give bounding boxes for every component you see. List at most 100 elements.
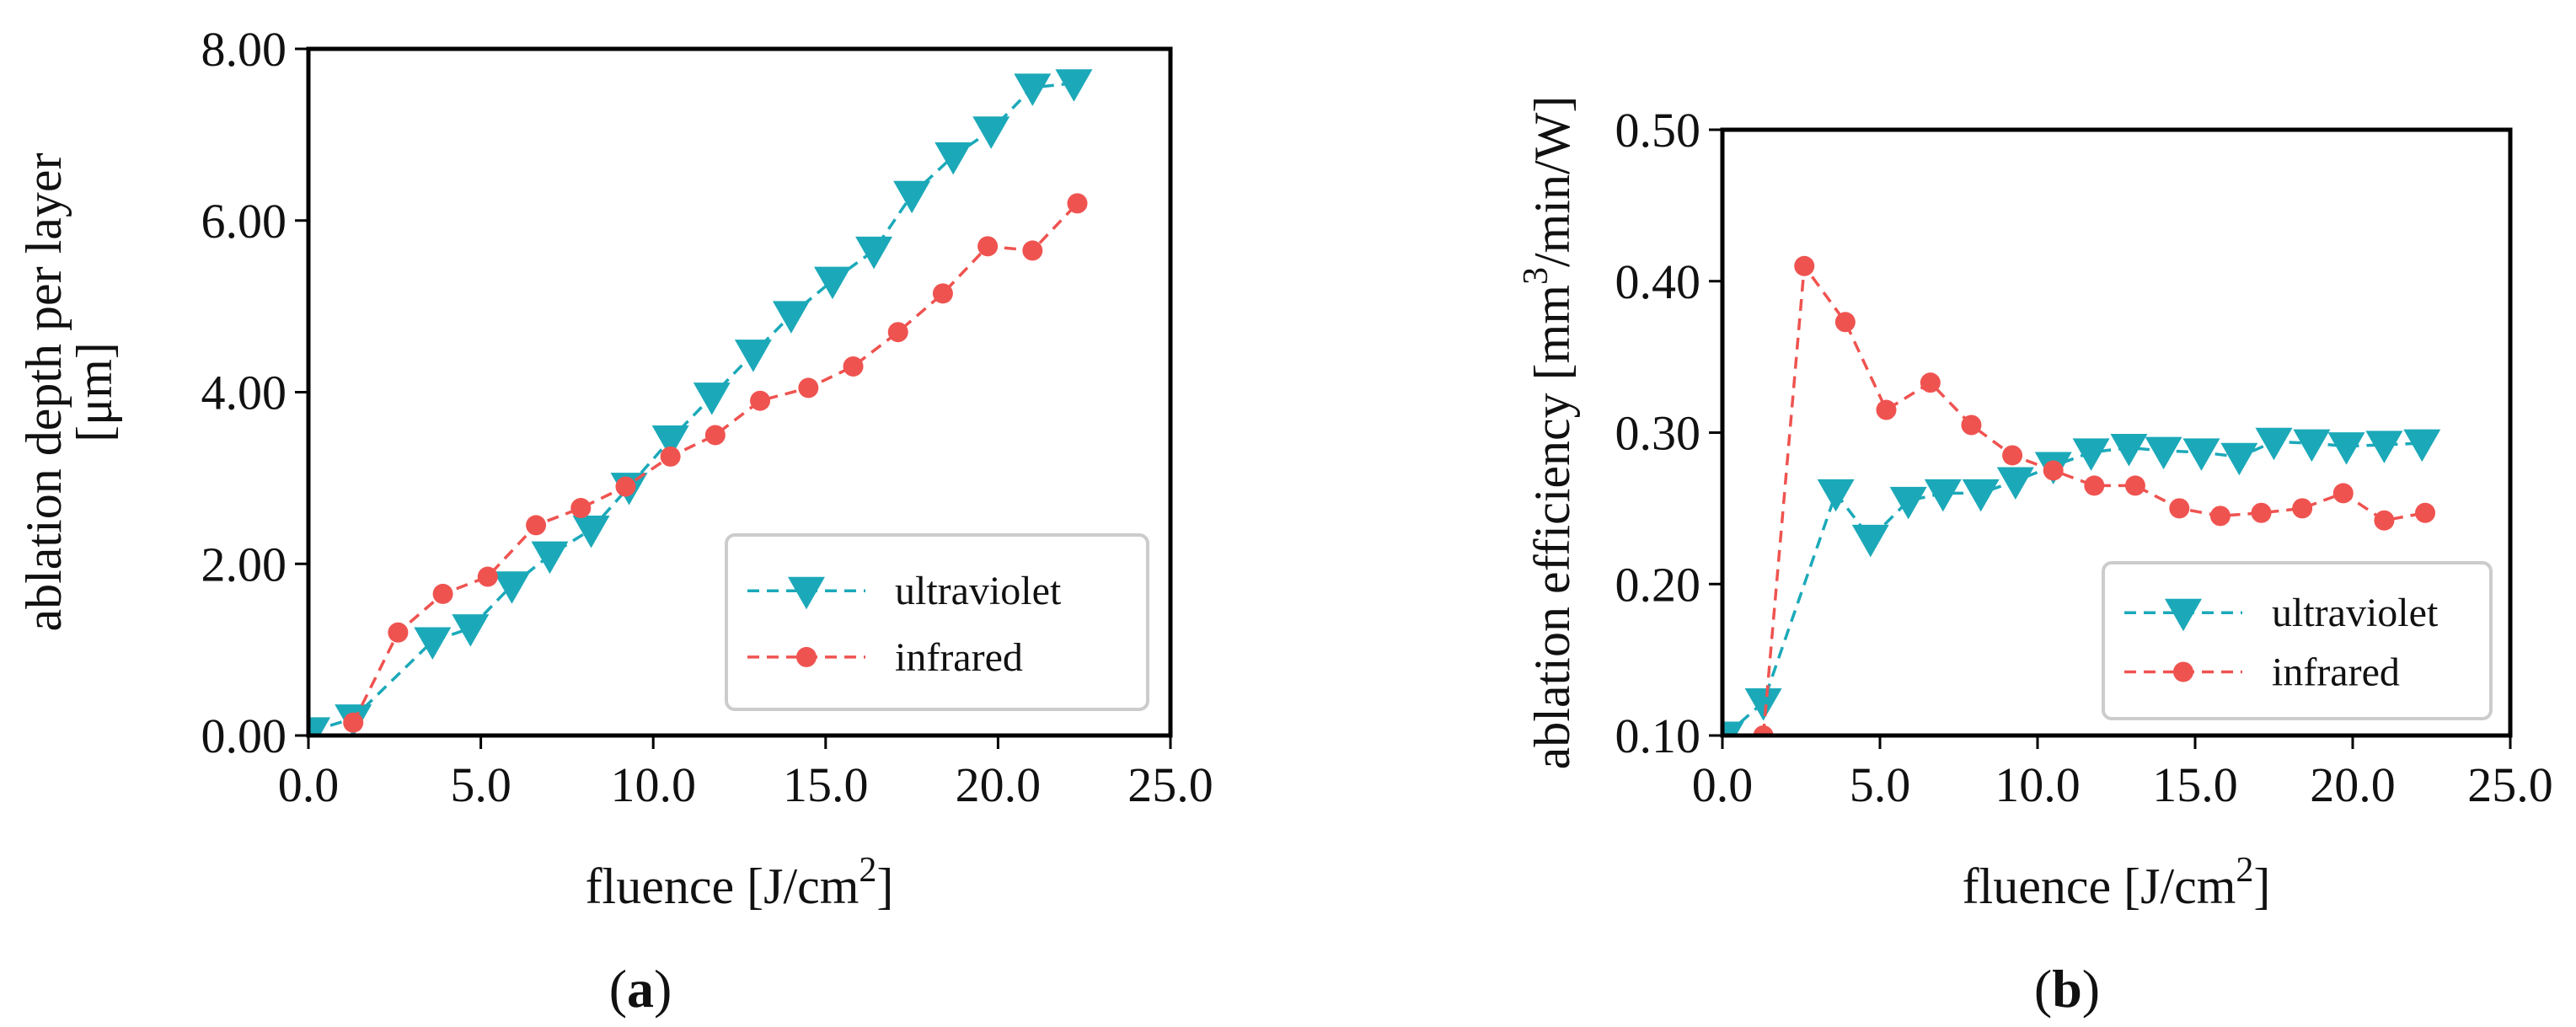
legend-marker-ultraviolet <box>788 576 825 610</box>
data-point-ultraviolet <box>693 382 731 415</box>
data-point-infrared <box>1067 193 1088 214</box>
data-point-infrared <box>887 322 908 343</box>
y-axis-label-main: ablation efficiency [mm <box>1524 285 1580 769</box>
x-tick-label: 15.0 <box>783 757 869 812</box>
data-point-ultraviolet <box>493 571 531 604</box>
x-tick-label: 5.0 <box>1850 757 1911 812</box>
legend: ultraviolet infrared <box>725 533 1149 711</box>
data-point-infrared <box>1876 399 1897 420</box>
x-tick-label: 15.0 <box>2152 757 2238 812</box>
data-point-infrared <box>570 498 592 519</box>
x-axis-label-end: ] <box>2253 859 2270 914</box>
data-point-infrared <box>843 356 864 377</box>
data-point-ultraviolet <box>855 236 893 270</box>
data-point-infrared <box>977 236 999 257</box>
data-point-ultraviolet <box>1722 721 1744 735</box>
data-point-ultraviolet <box>813 266 851 300</box>
data-point-infrared <box>526 515 547 536</box>
y-axis-label: ablation depth per layer <box>16 152 72 631</box>
data-point-ultraviolet <box>531 541 569 575</box>
legend-box <box>725 533 1149 711</box>
data-point-ultraviolet <box>2110 433 2148 467</box>
plot-area <box>1722 255 2441 735</box>
data-point-infrared <box>1794 255 1815 276</box>
y-tick-label: 0.20 <box>1615 557 1701 612</box>
data-point-infrared <box>1961 415 1982 436</box>
data-point-ultraviolet <box>1851 524 1889 558</box>
data-point-infrared <box>932 283 953 304</box>
data-point-infrared <box>388 622 409 643</box>
data-point-infrared <box>2415 502 2436 523</box>
data-point-ultraviolet <box>1014 73 1052 106</box>
data-point-ultraviolet <box>572 516 610 548</box>
data-point-infrared <box>2209 505 2231 527</box>
data-point-infrared <box>1753 725 1774 735</box>
panel-caption: (a) <box>609 959 672 1019</box>
data-point-ultraviolet <box>2365 431 2403 463</box>
data-point-ultraviolet <box>1889 486 1927 520</box>
legend-label-infrared: infrared <box>895 635 1023 680</box>
legend-label-ultraviolet: ultraviolet <box>895 569 1062 613</box>
panel-caption-open: ( <box>2034 959 2052 1019</box>
y-axis-label-main: ablation depth per layer <box>16 152 72 631</box>
data-point-infrared <box>2002 445 2023 466</box>
data-point-infrared <box>704 425 726 446</box>
data-point-ultraviolet <box>2072 438 2110 471</box>
y-tick-label: 6.00 <box>201 194 287 249</box>
data-point-ultraviolet <box>1962 479 2000 512</box>
data-point-infrared <box>2251 502 2272 523</box>
y-tick-label: 0.10 <box>1615 709 1701 763</box>
data-point-infrared <box>660 446 681 467</box>
data-point-ultraviolet <box>972 116 1010 149</box>
data-point-infrared <box>2374 510 2395 531</box>
x-tick-label: 10.0 <box>1995 757 2081 812</box>
data-point-ultraviolet <box>2403 429 2441 463</box>
plot-frame <box>306 46 1173 738</box>
data-point-ultraviolet <box>452 614 490 647</box>
y-axis-label-end: /min/W] <box>1524 96 1580 267</box>
data-point-infrared <box>343 712 364 733</box>
data-point-ultraviolet <box>2293 429 2331 463</box>
x-tick-label: 5.0 <box>450 757 511 812</box>
data-point-infrared <box>2332 483 2354 504</box>
data-point-infrared <box>750 390 771 411</box>
data-point-ultraviolet <box>1996 467 2034 500</box>
data-point-ultraviolet <box>935 142 972 175</box>
x-tick-label: 20.0 <box>2310 757 2396 812</box>
y-axis-label: ablation efficiency [mm3/min/W] <box>1517 96 1580 770</box>
data-point-ultraviolet <box>734 340 772 372</box>
legend: ultraviolet infrared <box>2102 561 2493 720</box>
data-point-infrared <box>2124 475 2145 496</box>
data-point-ultraviolet <box>2327 432 2365 465</box>
series-line-infrared <box>1761 261 2426 735</box>
panel-caption-close: ) <box>2082 959 2100 1019</box>
y-tick-label: 2.00 <box>201 537 287 591</box>
data-point-infrared <box>615 476 636 497</box>
panel-caption-letter: a <box>627 959 654 1019</box>
y-tick-label: 0.40 <box>1615 254 1701 309</box>
data-point-infrared <box>1920 372 1941 393</box>
data-point-ultraviolet <box>2145 436 2182 470</box>
plot-area <box>308 69 1093 735</box>
data-point-ultraviolet <box>1055 69 1093 102</box>
panel-caption-open: ( <box>609 959 627 1019</box>
data-point-ultraviolet <box>893 180 931 214</box>
data-point-infrared <box>2292 498 2313 519</box>
y-tick-label: 0.50 <box>1615 103 1701 158</box>
x-axis-label-sup: 2 <box>859 851 876 890</box>
data-point-ultraviolet <box>772 301 810 334</box>
data-point-infrared <box>432 583 453 604</box>
panel-caption: (b) <box>2034 959 2100 1019</box>
legend-marker-infrared <box>2173 661 2193 682</box>
x-tick-label: 0.0 <box>1692 757 1754 812</box>
data-point-infrared <box>2169 498 2190 519</box>
data-point-ultraviolet <box>2220 442 2258 476</box>
x-tick-label: 0.0 <box>278 757 340 812</box>
data-point-infrared <box>798 377 819 398</box>
x-axis-label: fluence [J/cm2] <box>1963 851 2271 914</box>
x-tick-label: 20.0 <box>956 757 1042 812</box>
x-axis-label-main: fluence [J/cm <box>586 859 860 914</box>
x-tick-label: 25.0 <box>2467 757 2553 812</box>
x-axis-label-end: ] <box>876 859 893 914</box>
